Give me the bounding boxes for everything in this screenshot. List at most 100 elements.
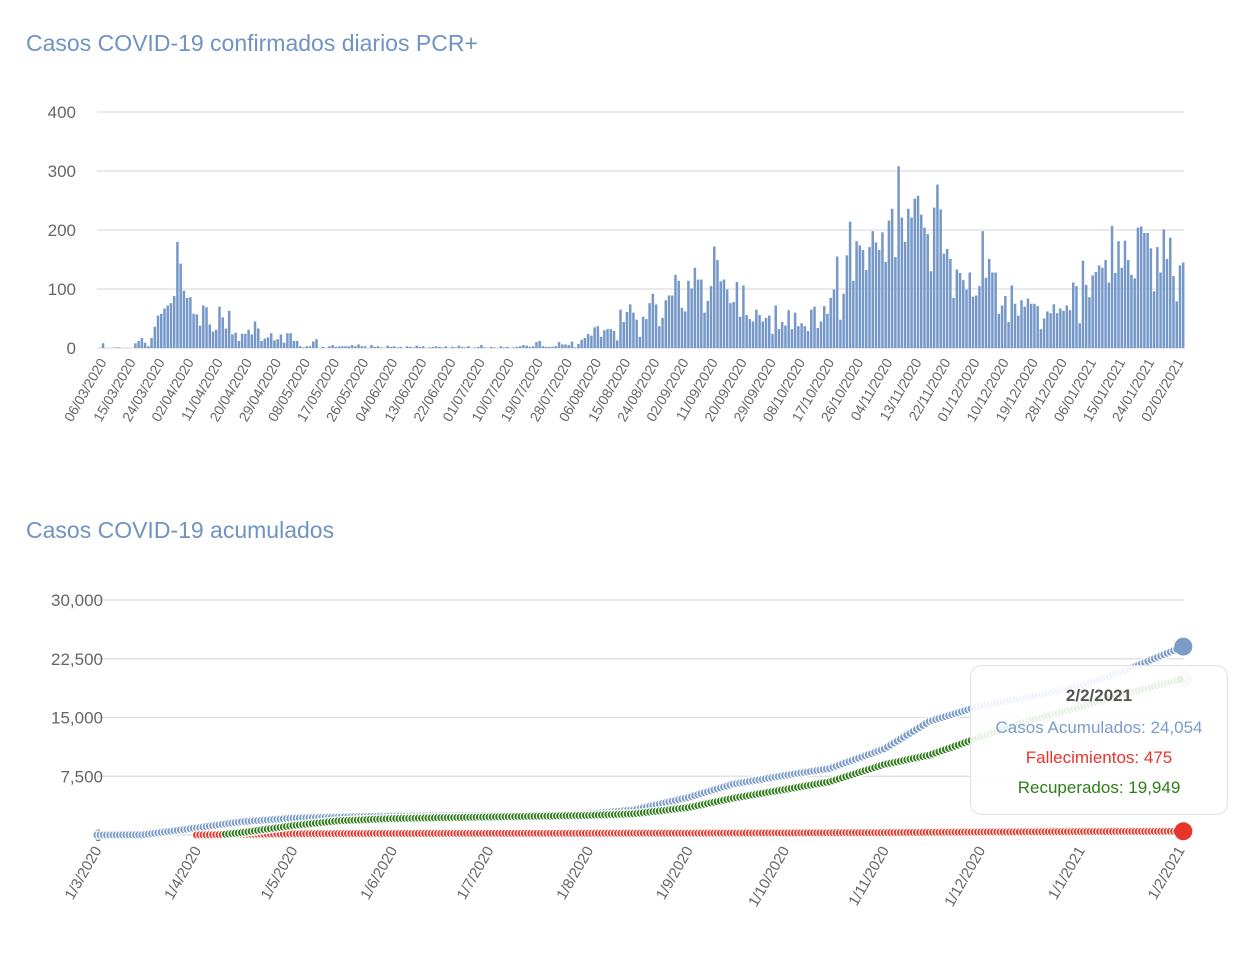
bar	[955, 269, 959, 348]
bar	[1033, 303, 1036, 348]
bar	[897, 166, 900, 348]
bar	[703, 312, 706, 348]
bar	[360, 346, 364, 348]
casos-acumulados-last-point	[1174, 637, 1193, 656]
bar	[716, 260, 719, 348]
bar	[881, 232, 884, 348]
bar	[370, 345, 373, 348]
bar	[1026, 298, 1030, 348]
bar	[554, 346, 558, 348]
bar	[942, 253, 946, 348]
bar	[871, 231, 874, 348]
bar	[548, 346, 551, 348]
bar	[376, 346, 380, 348]
bar	[250, 334, 254, 348]
bar	[564, 344, 567, 348]
bar	[570, 341, 574, 348]
bar	[1172, 276, 1175, 348]
bar	[143, 342, 147, 348]
bar	[337, 346, 341, 348]
y-tick-label: 0	[67, 339, 76, 358]
bar	[920, 214, 923, 348]
bar	[405, 346, 409, 348]
bar	[1149, 248, 1153, 348]
bar	[638, 336, 642, 348]
bar	[528, 346, 532, 348]
bar	[842, 293, 845, 348]
bar	[907, 208, 910, 348]
bar	[1046, 311, 1049, 348]
bar	[515, 346, 519, 348]
bar	[1126, 260, 1130, 348]
bar	[1152, 291, 1156, 348]
bar	[865, 270, 868, 348]
bar	[1023, 306, 1026, 348]
bar	[396, 347, 399, 348]
bar	[852, 280, 855, 348]
bar	[454, 347, 457, 348]
bar	[573, 347, 577, 348]
bar	[945, 248, 949, 348]
bar	[632, 312, 635, 348]
bar	[315, 339, 318, 348]
bar	[981, 231, 984, 348]
bar	[803, 326, 807, 348]
bar	[771, 333, 774, 348]
bar	[1065, 305, 1069, 348]
bar	[192, 313, 195, 348]
bar	[1055, 313, 1059, 348]
bar	[1084, 284, 1088, 348]
bar	[1159, 272, 1162, 348]
bar	[683, 311, 687, 348]
tooltip-date: 2/2/2021	[1065, 686, 1133, 705]
bar	[1175, 301, 1178, 348]
bar	[929, 271, 933, 348]
bar	[418, 346, 422, 348]
bar	[147, 346, 150, 348]
bar	[949, 258, 952, 348]
bar	[696, 279, 700, 348]
bar	[735, 281, 739, 348]
bar	[664, 300, 668, 348]
bar	[160, 313, 163, 348]
bar	[790, 329, 794, 348]
x-tick-label: 1/3/2020	[62, 844, 106, 903]
bar	[1062, 310, 1065, 348]
bar	[645, 319, 648, 348]
bar	[134, 343, 137, 348]
bar	[179, 263, 182, 348]
bar	[279, 334, 283, 348]
bar	[732, 301, 735, 348]
x-tick-label: 1/9/2020	[653, 844, 697, 903]
bar	[984, 277, 988, 348]
bar	[153, 326, 157, 348]
bar	[354, 346, 357, 348]
bar	[903, 241, 907, 348]
bar	[289, 333, 292, 348]
bar	[651, 293, 655, 348]
bar	[777, 329, 781, 348]
bar	[202, 305, 205, 348]
bar	[971, 296, 975, 348]
bar	[1146, 232, 1149, 348]
bar	[787, 310, 790, 348]
bar	[577, 343, 580, 348]
bar	[829, 297, 832, 348]
bar	[1101, 267, 1104, 348]
bar	[1088, 297, 1091, 348]
bar	[606, 329, 609, 348]
bar	[412, 347, 415, 348]
bar	[244, 333, 247, 348]
bar	[467, 346, 470, 348]
bar	[535, 342, 538, 348]
bar	[877, 250, 881, 348]
tooltip-recovered: Recuperados: 19,949	[1017, 778, 1181, 797]
bar	[392, 346, 396, 348]
bar	[531, 346, 535, 348]
bar	[101, 343, 105, 348]
bar	[822, 306, 826, 348]
bar	[295, 340, 299, 348]
bar	[774, 305, 777, 348]
bar	[321, 346, 325, 348]
bar	[257, 328, 260, 348]
